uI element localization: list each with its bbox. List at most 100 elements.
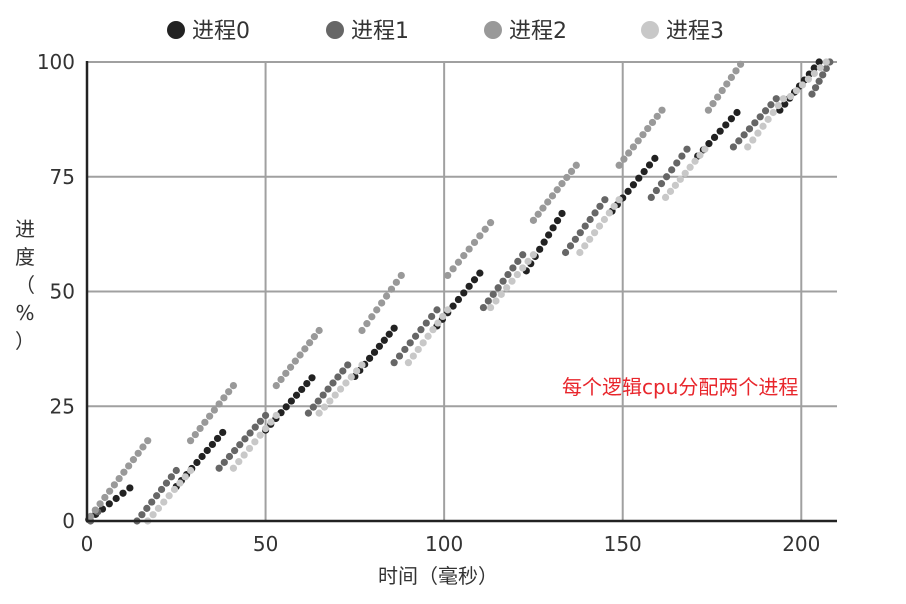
y-tick-label: 75 [50,165,75,189]
data-point [390,359,398,367]
data-point [732,67,740,75]
data-point [397,271,405,280]
data-point [640,167,648,176]
data-point [586,235,594,243]
data-point [792,87,801,95]
data-point [434,319,442,327]
data-point [769,108,777,117]
data-point [484,297,492,305]
data-point [424,332,432,340]
y-tick-label: 0 [62,509,75,533]
y-axis-label-char: （ [15,273,35,297]
data-point [723,80,731,88]
data-point [387,285,396,293]
data-point [433,306,441,314]
data-point [733,108,741,117]
data-point [256,431,264,439]
data-point [106,487,114,495]
data-point [595,222,604,230]
data-point [651,154,659,162]
data-point [261,411,270,420]
data-point [395,352,404,360]
data-point [736,60,745,68]
data-point [804,75,813,83]
data-point [774,102,782,110]
data-point [172,466,180,475]
data-point [235,458,243,466]
legend-marker [484,21,502,39]
data-point [676,175,684,183]
data-point [256,417,265,425]
data-point [315,326,323,335]
data-point [336,385,345,393]
data-point [470,238,479,247]
data-point [549,224,557,232]
data-point [303,380,311,388]
data-point [709,100,717,108]
data-point [225,388,233,396]
data-point [586,215,594,224]
data-point [138,511,146,519]
data-point [508,277,516,285]
data-point [314,397,322,405]
data-point [334,373,342,381]
data-point [125,462,133,470]
tick-labels: 0 50 100 150 200 0 25 50 75 100 [37,50,821,556]
data-point [744,143,752,151]
data-point [251,423,259,431]
data-point [444,271,452,280]
data-point [635,174,643,182]
annotation-text: 每个逻辑cpu分配两个进程 [562,375,798,399]
data-point [751,119,759,127]
data-point [365,354,374,362]
data-point [647,193,655,202]
data-point [206,412,214,420]
data-point [605,209,613,217]
data-point [160,498,168,506]
data-point [465,282,473,290]
data-point [193,458,201,467]
data-point [245,444,254,453]
data-point [615,196,623,204]
data-point [513,270,521,279]
data-point [326,397,334,405]
x-tick-label: 150 [604,532,642,556]
data-point [153,492,161,500]
data-point [460,252,468,260]
data-point [347,373,355,381]
data-point [816,64,824,72]
data-point [419,339,427,347]
data-point [710,133,719,142]
data-point [286,363,295,371]
data-point [315,409,323,417]
data-point [489,290,497,298]
data-point [296,351,304,359]
x-tick-label: 0 [81,532,94,556]
data-point [745,125,754,133]
data-point [678,152,686,160]
data-point [277,375,285,384]
data-point [767,101,775,109]
data-point [681,169,689,177]
data-point [786,92,795,101]
data-point [119,489,127,497]
data-point [729,143,738,151]
data-point [363,320,371,328]
data-point [808,90,816,98]
data-point [819,71,827,79]
data-point [215,400,223,408]
data-point [600,215,609,224]
data-point [444,306,452,314]
data-point [683,145,691,153]
data-point [196,424,204,433]
data-point [620,155,628,163]
data-point [671,181,679,189]
data-point [727,73,735,82]
data-point [308,374,316,382]
y-axis-label-char: 进 [15,217,35,241]
data-point [220,394,228,402]
series [86,60,745,521]
data-point [503,284,511,292]
data-point [529,251,538,259]
data-point [241,435,249,443]
